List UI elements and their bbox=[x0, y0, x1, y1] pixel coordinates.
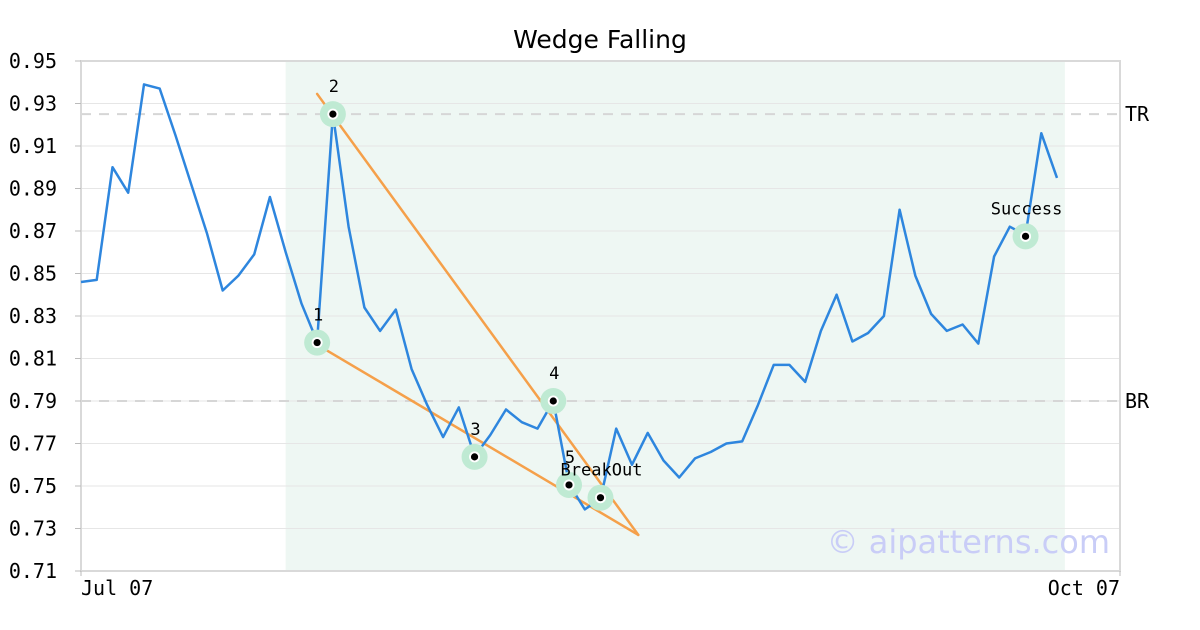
reference-lines: TR BR bbox=[81, 102, 1150, 413]
x-tick-label: Oct 07 bbox=[1048, 576, 1120, 600]
reference-label: BR bbox=[1125, 389, 1150, 413]
annotation-label: 2 bbox=[329, 77, 339, 97]
y-tick-label: 0.85 bbox=[9, 262, 57, 286]
y-tick-label: 0.81 bbox=[9, 347, 57, 371]
y-tick-label: 0.77 bbox=[9, 432, 57, 456]
trend-line bbox=[315, 343, 640, 537]
trend-line bbox=[315, 92, 640, 537]
y-tick-label: 0.83 bbox=[9, 304, 57, 328]
y-tick-label: 0.93 bbox=[9, 92, 57, 116]
annotation-point bbox=[470, 453, 479, 461]
y-tick-label: 0.71 bbox=[9, 559, 57, 583]
y-tick-label: 0.75 bbox=[9, 474, 57, 498]
annotation-point bbox=[596, 494, 605, 502]
watermark: © aipatterns.com bbox=[827, 523, 1110, 561]
annotation-point bbox=[565, 481, 573, 489]
annotation-label: 1 bbox=[313, 306, 323, 326]
y-axis: 0.71 0.73 0.75 0.77 0.79 0.81 0.83 0.85 0.87 0.89… bbox=[9, 49, 81, 583]
annotation-label: Success bbox=[991, 199, 1063, 219]
annotation-point bbox=[549, 397, 557, 405]
annotation-label: BreakOut bbox=[561, 461, 643, 481]
x-tick-label: Jul 07 bbox=[81, 576, 153, 600]
y-tick-label: 0.91 bbox=[9, 134, 57, 158]
reference-label: TR bbox=[1125, 102, 1150, 126]
x-axis: Jul 07 Oct 07 bbox=[80, 571, 1121, 600]
y-tick-label: 0.89 bbox=[9, 177, 57, 201]
annotation-point bbox=[1021, 232, 1030, 240]
y-tick-label: 0.95 bbox=[9, 49, 57, 73]
annotation-point bbox=[313, 338, 321, 347]
annotation-label: 3 bbox=[470, 420, 480, 440]
chart-title: Wedge Falling bbox=[513, 25, 687, 54]
y-tick-label: 0.87 bbox=[9, 219, 57, 243]
y-tick-label: 0.73 bbox=[9, 517, 57, 541]
annotation-point bbox=[329, 110, 337, 118]
annotation-label: 5 bbox=[565, 448, 575, 468]
annotation-label: 4 bbox=[549, 364, 559, 384]
y-tick-label: 0.79 bbox=[9, 389, 57, 413]
trend-lines bbox=[315, 92, 640, 537]
